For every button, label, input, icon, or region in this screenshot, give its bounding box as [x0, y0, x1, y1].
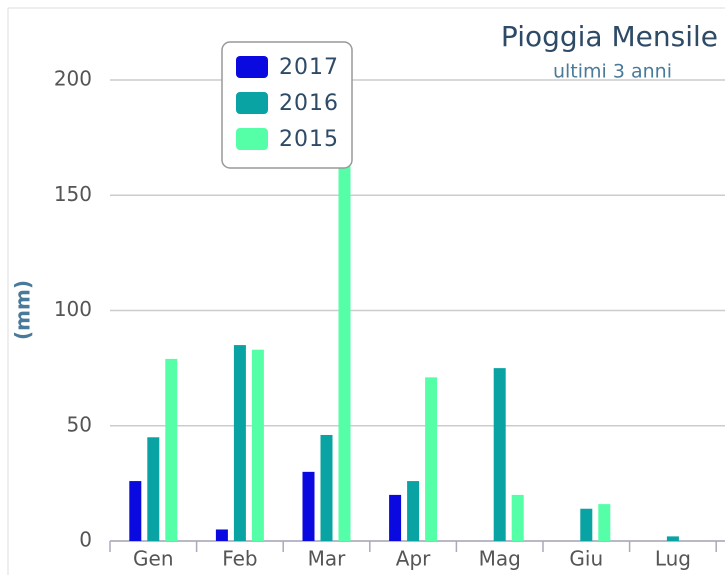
x-tick-label: Lug: [655, 547, 691, 571]
bar: [215, 529, 228, 541]
y-axis-label: (mm): [11, 280, 35, 340]
bar: [302, 471, 315, 541]
bar: [129, 481, 142, 541]
bar: [389, 494, 402, 541]
bar: [233, 345, 246, 541]
x-tick-label: Mag: [479, 547, 521, 571]
y-tick-label: 200: [54, 67, 92, 91]
x-tick-label: Gen: [133, 547, 173, 571]
bar: [165, 358, 178, 541]
y-tick-label: 100: [54, 297, 92, 321]
bar: [511, 494, 524, 541]
legend-label: 2016: [279, 91, 339, 116]
x-tick-label: Feb: [222, 547, 257, 571]
y-tick-label: 150: [54, 182, 92, 206]
plot: 0 50 100 150 200 Gen Feb Mar Apr Mag Giu Lug: [54, 67, 725, 571]
y-tick-label: 0: [79, 528, 92, 552]
legend-label: 2015: [279, 127, 339, 152]
x-tick-label: Giu: [569, 547, 603, 571]
legend-label: 2017: [279, 55, 339, 80]
bar: [598, 504, 611, 541]
chart-title: Pioggia Mensile: [501, 20, 718, 53]
bar: [407, 481, 420, 541]
x-tick-label: Mar: [308, 547, 347, 571]
x-tick-label: Apr: [396, 547, 431, 571]
bar: [147, 437, 160, 541]
legend: 2017 2016 2015: [221, 41, 353, 169]
bar: [320, 434, 333, 541]
bar: [251, 349, 264, 541]
legend-swatch: [236, 128, 268, 150]
bar: [425, 377, 438, 541]
bar: [493, 368, 506, 541]
legend-swatch: [236, 56, 268, 78]
chart-subtitle: ultimi 3 anni: [553, 61, 672, 83]
bar: [338, 126, 351, 541]
legend-swatch: [236, 92, 268, 114]
bar: [580, 508, 593, 541]
bar: [666, 536, 679, 541]
y-tick-label: 50: [67, 412, 92, 436]
